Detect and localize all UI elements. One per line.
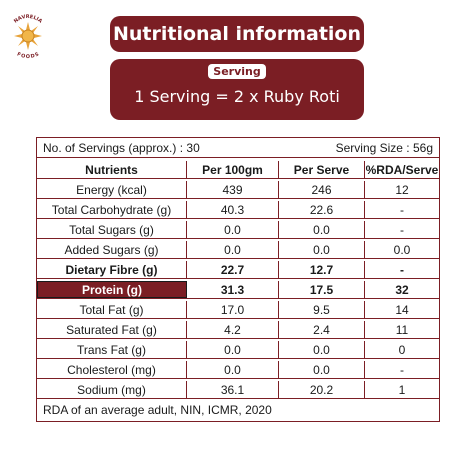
nutrient-name: Sodium (mg) [37,381,187,398]
nutrition-table: No. of Servings (approx.) : 30 Serving S… [36,137,440,422]
per-100gm-value: 0.0 [187,361,279,378]
per-100gm-value: 439 [187,181,279,198]
nutrient-name: Trans Fat (g) [37,341,187,358]
rda-value: 14 [395,302,409,317]
column-header: Per 100gm [187,161,279,178]
nutrient-name: Total Sugars (g) [37,221,187,238]
servings-approx: No. of Servings (approx.) : 30 [43,140,200,155]
nutrient-name: Total Carbohydrate (g) [37,201,187,218]
serving-description: 1 Serving = 2 x Ruby Roti [134,87,340,106]
nutrient-name: Added Sugars (g) [37,241,187,258]
serving-panel: Serving 1 Serving = 2 x Ruby Roti [110,59,364,120]
table-row: Energy (kcal) 439 246 12 [37,181,439,199]
per-100gm-value: 17.0 [187,301,279,318]
nutrient-name: Total Fat (g) [37,301,187,318]
brand-logo: NAVRELIA FOODS [6,6,50,66]
table-row: Dietary Fibre (g) 22.7 12.7 - [37,261,439,279]
table-row: Total Carbohydrate (g) 40.3 22.6 - [37,201,439,219]
svg-text:NAVRELIA: NAVRELIA [13,14,43,25]
per-serve-value: 0.0 [279,221,365,238]
per-serve-value: 0.0 [279,241,365,258]
table-row: Trans Fat (g) 0.0 0.0 0 [37,341,439,359]
table-row: Added Sugars (g) 0.0 0.0 0.0 [37,241,439,259]
nutrient-name: Dietary Fibre (g) [37,261,187,278]
nutrient-name: Energy (kcal) [37,181,187,198]
table-row: Cholesterol (mg) 0.0 0.0 - [37,361,439,379]
table-header-row: Nutrients Per 100gm Per Serve %RDA/Serve [37,161,439,179]
per-serve-value: 12.7 [279,261,365,278]
rda-value: 1 [398,382,406,397]
per-100gm-value: 4.2 [187,321,279,338]
table-row: Saturated Fat (g) 4.2 2.4 11 [37,321,439,339]
rda-value: 0 [398,342,406,357]
per-100gm-value: 0.0 [187,221,279,238]
per-serve-value: 17.5 [279,281,365,298]
nutrient-name: Saturated Fat (g) [37,321,187,338]
rda-value: 0.0 [393,242,411,257]
per-serve-value: 0.0 [279,361,365,378]
per-100gm-value: 31.3 [187,281,279,298]
per-serve-value: 246 [279,181,365,198]
rda-value: - [400,202,404,217]
column-header: Nutrients [37,161,187,178]
nutrient-name: Cholesterol (mg) [37,361,187,378]
rda-value: 12 [395,182,409,197]
table-row: Total Sugars (g) 0.0 0.0 - [37,221,439,239]
rda-value: 32 [395,282,409,297]
serving-size: Serving Size : 56g [335,140,433,155]
per-100gm-value: 36.1 [187,381,279,398]
nutrient-name: Protein (g) [37,281,187,298]
per-serve-value: 9.5 [279,301,365,318]
page-title: Nutritional information [110,16,364,52]
rda-value: - [400,222,404,237]
column-header: Per Serve [279,161,365,178]
per-serve-value: 2.4 [279,321,365,338]
rda-value: 11 [395,322,409,337]
per-serve-value: 20.2 [279,381,365,398]
servings-info-row: No. of Servings (approx.) : 30 Serving S… [37,138,439,158]
table-footnote: RDA of an average adult, NIN, ICMR, 2020 [43,403,272,417]
table-row-highlighted: Protein (g) 31.3 17.5 32 [37,281,439,299]
per-serve-value: 22.6 [279,201,365,218]
table-footnote-row: RDA of an average adult, NIN, ICMR, 2020 [37,400,439,420]
per-100gm-value: 0.0 [187,241,279,258]
per-100gm-value: 40.3 [187,201,279,218]
per-serve-value: 0.0 [279,341,365,358]
column-header: %RDA/Serve [365,162,439,177]
rda-value: - [400,262,404,277]
per-100gm-value: 0.0 [187,341,279,358]
serving-chip: Serving [208,64,266,79]
svg-text:FOODS: FOODS [16,51,40,60]
per-100gm-value: 22.7 [187,261,279,278]
table-row: Sodium (mg) 36.1 20.2 1 [37,381,439,399]
rda-value: - [400,362,404,377]
table-row: Total Fat (g) 17.0 9.5 14 [37,301,439,319]
